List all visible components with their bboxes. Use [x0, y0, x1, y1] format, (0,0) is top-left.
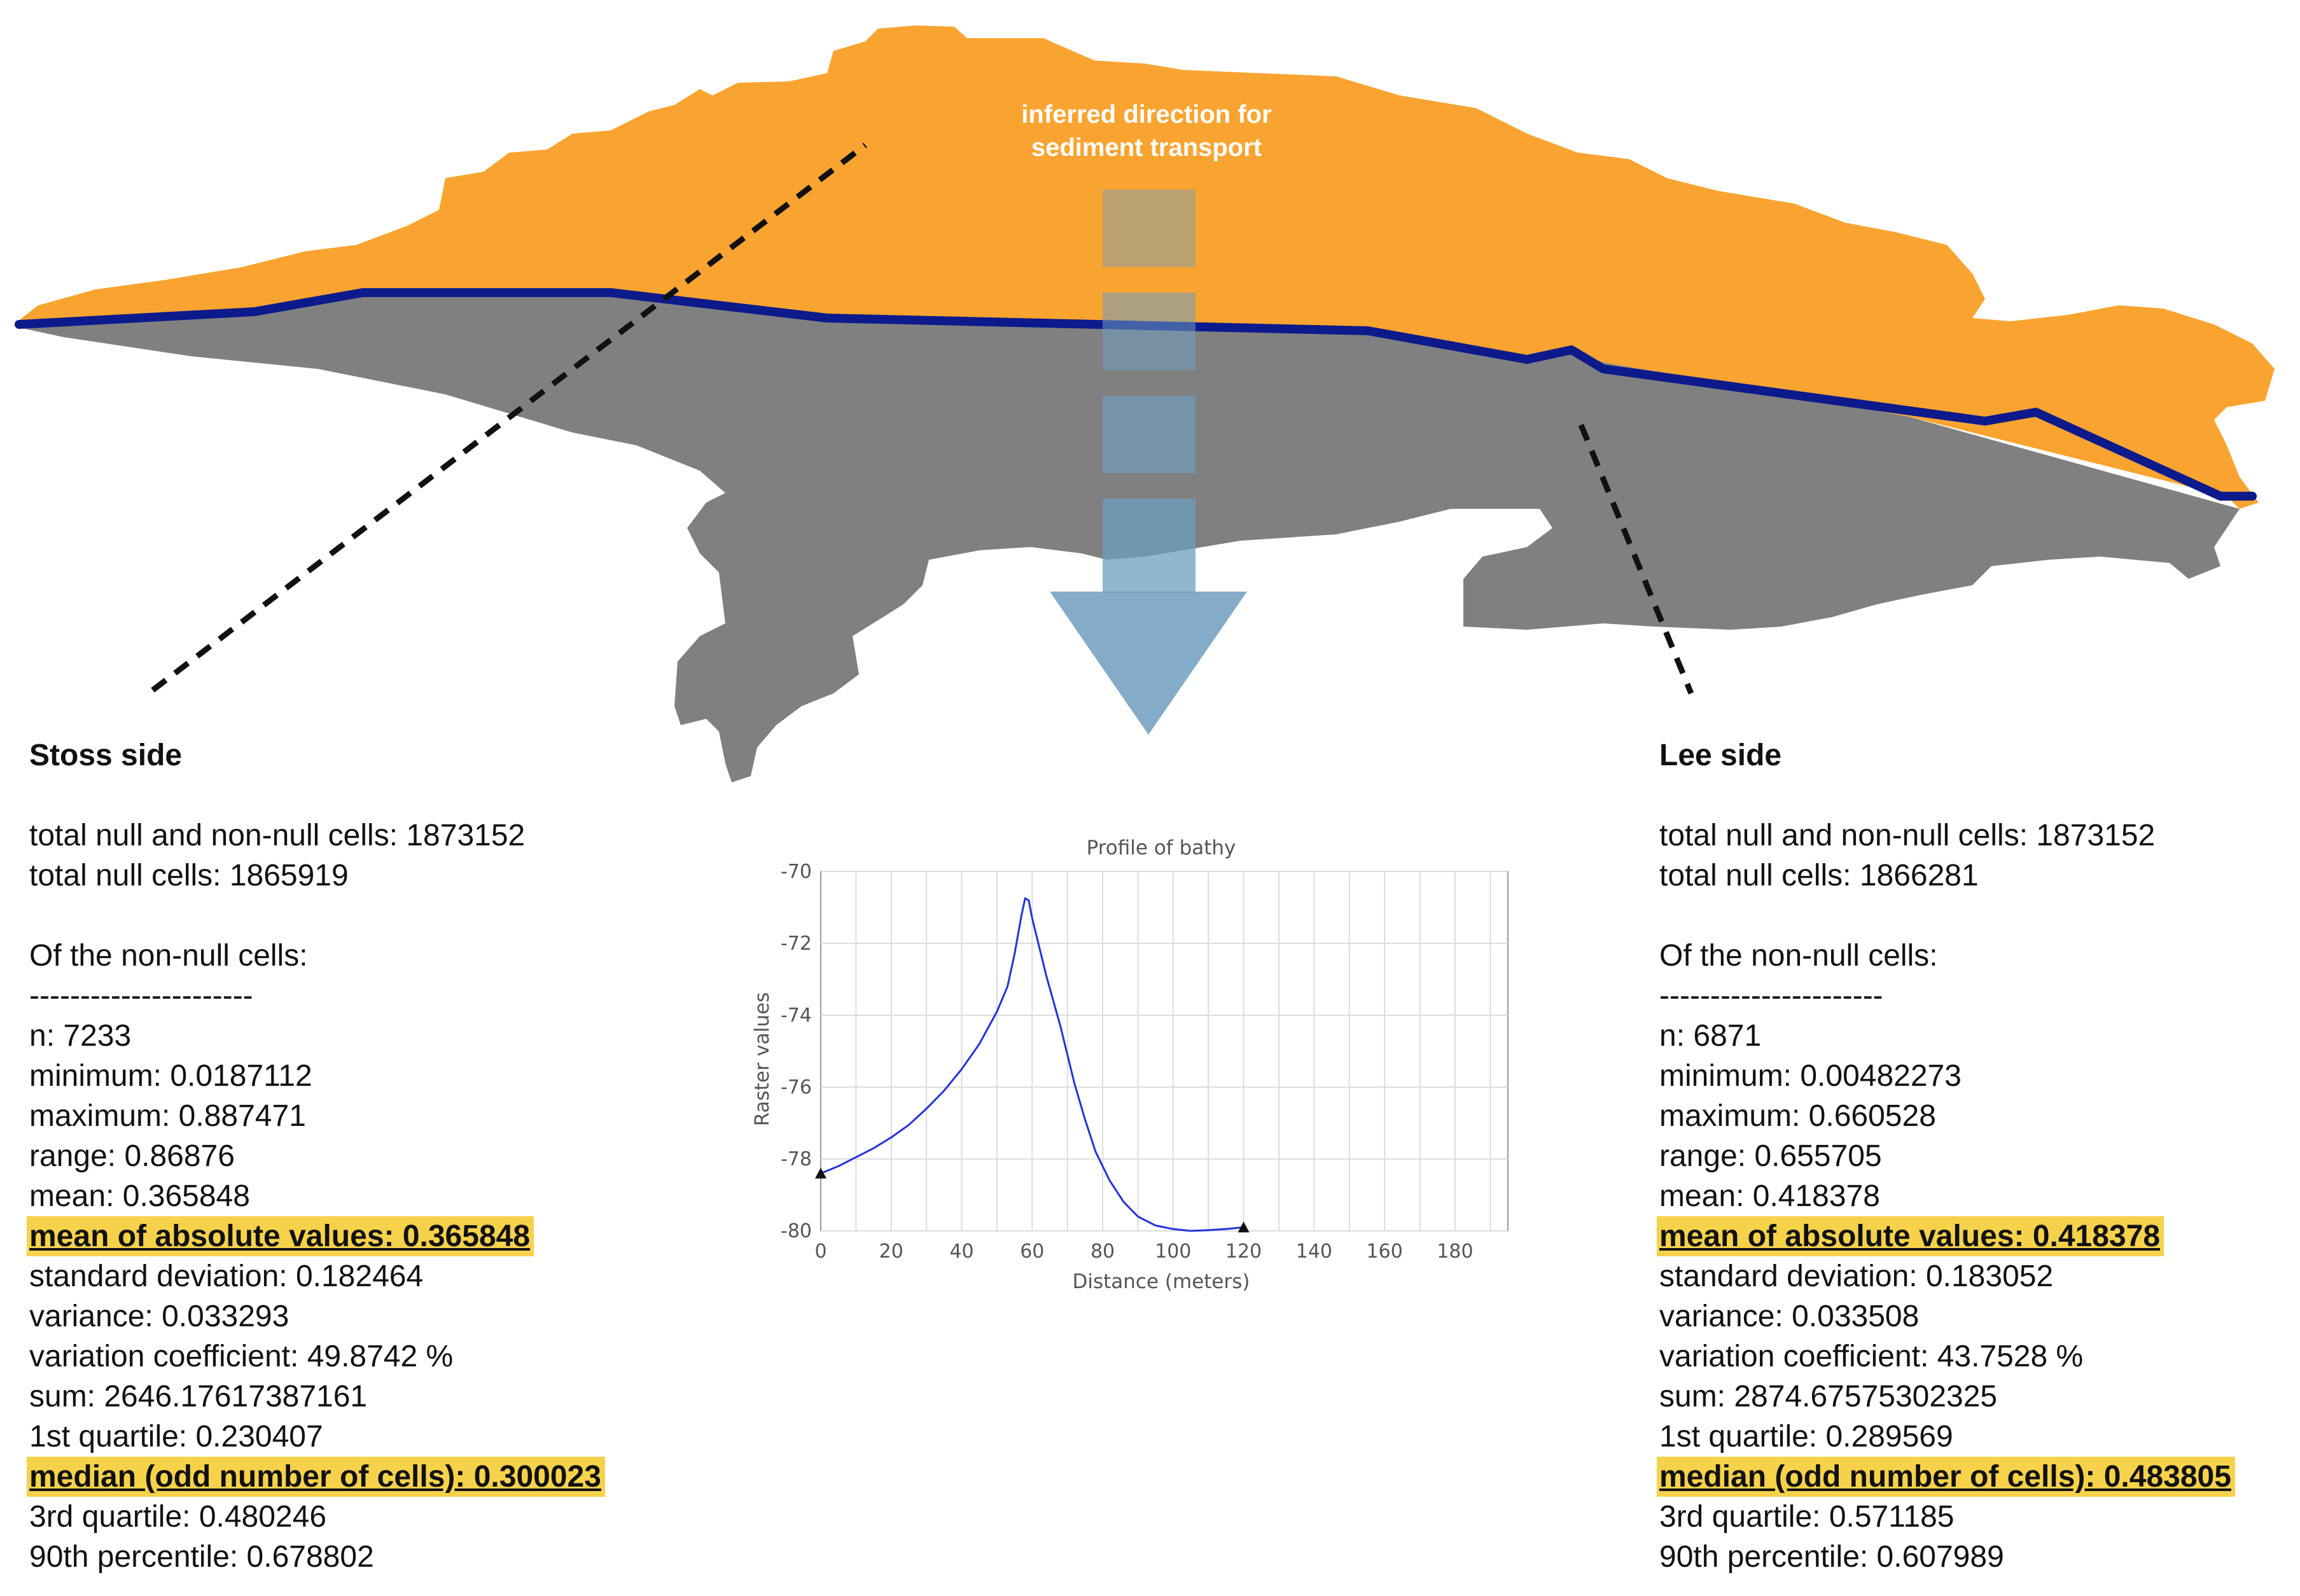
stoss-side-region: [18, 25, 2275, 509]
chart-title: Profile of bathy: [1087, 836, 1236, 859]
stoss-stat-line: variance: 0.033293: [29, 1300, 289, 1333]
profile-endpoints: [815, 1167, 1250, 1233]
chart-y-label: Raster values: [751, 992, 774, 1127]
stoss-stat-line: total null cells: 1865919: [29, 859, 349, 892]
lee-stat-line: sum: 2874.67575302325: [1659, 1380, 1998, 1413]
lee-stat-line: total null and non-null cells: 1873152: [1659, 819, 2156, 852]
stoss-stat-line: range: 0.86876: [29, 1139, 235, 1173]
stoss-stat-line: total null and non-null cells: 1873152: [29, 819, 526, 852]
lee-stat-line: 1st quartile: 0.289569: [1659, 1420, 1953, 1454]
chart-y-tick-label: -80: [781, 1220, 812, 1242]
stoss-stat-line: minimum: 0.0187112: [29, 1059, 312, 1093]
lee-stat-line: ----------------------: [1659, 979, 1883, 1013]
lee-stat-line: maximum: 0.660528: [1659, 1099, 1936, 1133]
lee-stat-line: Of the non-null cells:: [1659, 939, 1938, 973]
lee-stat-line: mean of absolute values: 0.418378: [1657, 1216, 2164, 1256]
chart-y-tick-label: -74: [781, 1004, 812, 1027]
chart-y-tick-label: -70: [781, 861, 812, 883]
stoss-stat-line: 1st quartile: 0.230407: [29, 1420, 323, 1454]
profile-endpoint-marker: [815, 1167, 826, 1179]
stoss-stat-line: ----------------------: [29, 979, 253, 1013]
chart-x-label: Distance (meters): [1073, 1270, 1250, 1293]
stoss-stat-line: standard deviation: 0.182464: [29, 1259, 424, 1293]
chart-x-tick-label: 180: [1437, 1240, 1473, 1263]
lee-highlight-row: mean of absolute values: 0.418378: [1657, 1216, 2235, 1256]
lee-stat-line: minimum: 0.00482273: [1659, 1059, 1962, 1093]
bedform-map: inferred direction for sediment transpor…: [15, 25, 2275, 782]
lee-stat-line: range: 0.655705: [1659, 1139, 1882, 1173]
lee-stat-line: total null cells: 1866281: [1659, 859, 1979, 892]
chart-x-tick-label: 60: [1020, 1240, 1044, 1263]
stoss-stat-line: maximum: 0.887471: [29, 1099, 306, 1133]
chart-x-tick-label: 80: [1091, 1240, 1115, 1263]
stoss-stat-line: mean of absolute values: 0.365848: [27, 1216, 534, 1256]
lee-stat-line: 90th percentile: 0.607989: [1659, 1540, 2004, 1574]
stoss-stats-list: total null and non-null cells: 1873152 to…: [27, 815, 605, 1577]
stoss-stat-line: 90th percentile: 0.678802: [29, 1540, 374, 1574]
stoss-stat-line: mean: 0.365848: [29, 1179, 250, 1213]
stoss-stat-line: 3rd quartile: 0.480246: [29, 1500, 327, 1534]
lee-stats-list: total null and non-null cells: 1873152 to…: [1657, 815, 2235, 1577]
lee-stat-line: 3rd quartile: 0.571185: [1659, 1500, 1955, 1534]
chart-x-tick-label: 0: [814, 1240, 826, 1263]
lee-stat-line: median (odd number of cells): 0.483805: [1657, 1457, 2235, 1497]
lee-stat-line: standard deviation: 0.183052: [1659, 1259, 2054, 1293]
chart-x-tick-label: 100: [1155, 1240, 1191, 1263]
lee-highlight-row: median (odd number of cells): 0.483805: [1657, 1457, 2235, 1497]
lee-side-title: Lee side: [1659, 739, 1782, 772]
profile-series-line: [820, 897, 1244, 1232]
lee-leader-line: [1578, 424, 1694, 695]
stoss-stat-line: Of the non-null cells:: [29, 939, 308, 973]
stoss-leader-line: [151, 142, 867, 693]
lee-stat-line: mean: 0.418378: [1659, 1179, 1880, 1213]
stoss-side-title: Stoss side: [29, 739, 183, 772]
chart-ticks: 0 20 40 60 80 100 120 140 160 180 -70 -72 -74 -76 -78 -…: [781, 861, 1474, 1263]
chart-x-tick-label: 20: [879, 1240, 903, 1263]
chart-y-tick-label: -76: [781, 1076, 812, 1099]
lee-stat-line: variation coefficient: 43.7528 %: [1659, 1340, 2084, 1373]
stoss-highlight-row: median (odd number of cells): 0.300023: [27, 1457, 605, 1497]
direction-block-2: [1103, 293, 1195, 370]
lee-stat-line: [1659, 896, 2235, 936]
lee-stat-line: n: 6871: [1659, 1019, 1762, 1053]
stoss-highlight-row: mean of absolute values: 0.365848: [27, 1216, 605, 1256]
chart-x-tick-label: 120: [1225, 1240, 1262, 1263]
crest-line: [15, 288, 2257, 501]
stoss-stat-line: median (odd number of cells): 0.300023: [27, 1457, 605, 1497]
chart-y-tick-label: -78: [781, 1148, 812, 1170]
stoss-stat-line: sum: 2646.17617387161: [29, 1380, 368, 1413]
direction-block-1: [1103, 190, 1195, 267]
direction-block-4: [1103, 499, 1195, 593]
chart-x-tick-label: 140: [1296, 1240, 1332, 1263]
bathy-profile-chart: 0 20 40 60 80 100 120 140 160 180 -70 -72 -74 -76 -78 -…: [751, 836, 1509, 1293]
annotation-line-2: sediment transport: [1031, 134, 1262, 162]
stoss-stat-line: [29, 896, 605, 936]
chart-x-tick-label: 160: [1367, 1240, 1403, 1263]
stoss-stat-line: n: 7233: [29, 1019, 132, 1053]
chart-y-tick-label: -72: [781, 933, 812, 955]
annotation-line-1: inferred direction for: [1021, 101, 1271, 128]
direction-block-3: [1103, 396, 1195, 473]
stoss-stat-line: variation coefficient: 49.8742 %: [29, 1340, 454, 1373]
chart-plot-area: [820, 871, 1509, 1232]
chart-grid: [820, 871, 1509, 1232]
direction-arrow-head: [1050, 592, 1247, 735]
lee-stat-line: variance: 0.033508: [1659, 1300, 1920, 1333]
chart-x-tick-label: 40: [949, 1240, 973, 1263]
profile-endpoint-marker: [1237, 1221, 1250, 1233]
